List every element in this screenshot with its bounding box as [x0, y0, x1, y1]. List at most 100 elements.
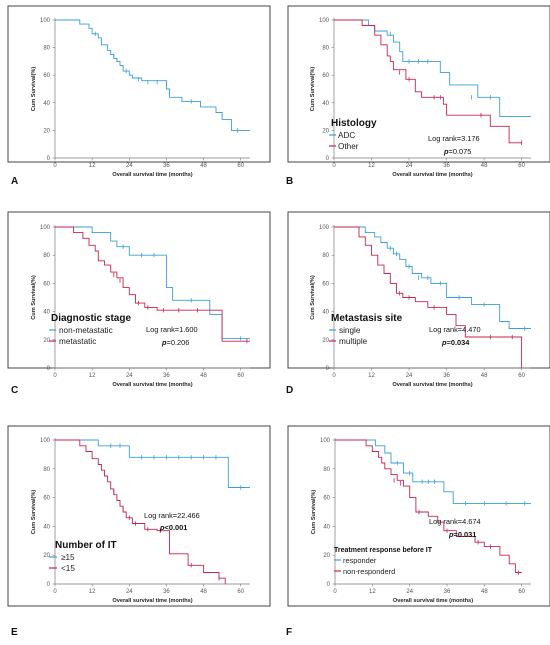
p-symbol: p [161, 338, 167, 347]
y-axis-label: Cum Survival(%) [31, 490, 37, 535]
y-tick-label: 0 [326, 366, 330, 372]
y-tick-label: 80 [43, 46, 50, 52]
legend-title: Treatment response before IT [334, 547, 433, 554]
p-value-stat: p=0.206 [161, 338, 189, 347]
x-tick-label: 12 [369, 589, 376, 595]
x-tick-label: 36 [444, 589, 451, 595]
x-tick-label: 48 [200, 163, 207, 169]
y-tick-label: 20 [322, 338, 329, 344]
legend-item: non-responderd [343, 567, 395, 576]
x-tick-label: 12 [368, 163, 375, 169]
p-symbol: p [441, 338, 447, 347]
y-axis-label: Cum Survival(%) [310, 67, 316, 112]
y-tick-label: 80 [43, 253, 50, 259]
y-tick-label: 20 [43, 338, 50, 344]
x-tick-label: 24 [406, 373, 413, 379]
legend-item: single [339, 326, 361, 335]
series-line-metastatic [55, 226, 250, 342]
series-line--15 [55, 439, 226, 584]
y-tick-label: 80 [323, 467, 330, 473]
y-tick-label: 40 [322, 310, 329, 316]
y-tick-label: 60 [43, 281, 50, 287]
legend-title: Metastasis site [331, 313, 403, 324]
x-tick-label: 36 [443, 373, 450, 379]
legend-item: responder [343, 556, 377, 565]
panel-frame [287, 425, 550, 607]
series-line-adc [334, 19, 531, 118]
panel-letter: C [11, 385, 18, 396]
series-line-responder [335, 439, 531, 504]
legend-title: Diagnostic stage [51, 313, 131, 324]
x-tick-label: 48 [481, 163, 488, 169]
x-tick-label: 60 [237, 163, 244, 169]
p-value-stat: p=0.075 [443, 147, 471, 156]
x-tick-label: 48 [481, 589, 488, 595]
legend-item: ADC [338, 131, 355, 140]
series-line--15 [55, 439, 250, 488]
series-line-non-metastatic [55, 226, 250, 339]
x-tick-label: 12 [89, 163, 96, 169]
panel-f: 0 12 24 36 48 60 0 20 40 60 80 100 Overall survival … [286, 425, 550, 638]
y-tick-label: 60 [43, 496, 50, 502]
x-axis-label: Overall survival time (months) [112, 382, 192, 388]
y-tick-label: 100 [319, 18, 330, 24]
log-rank-stat: Log rank=3.176 [428, 134, 480, 143]
x-tick-label: 24 [126, 163, 133, 169]
y-tick-label: 40 [43, 101, 50, 107]
legend-item: non-metastatic [59, 326, 113, 335]
x-tick-label: 36 [163, 589, 170, 595]
x-tick-label: 48 [200, 589, 207, 595]
series-line-all [55, 19, 250, 131]
x-tick-label: 36 [163, 163, 170, 169]
x-tick-label: 12 [89, 589, 96, 595]
x-tick-label: 48 [200, 373, 207, 379]
legend-title: Histology [331, 118, 377, 129]
panel-c: 0 12 24 36 48 60 0 20 40 60 80 100 Overall survival … [7, 211, 271, 396]
y-tick-label: 20 [323, 553, 330, 559]
y-tick-label: 80 [322, 46, 329, 52]
p-value: <0.001 [165, 523, 188, 532]
x-tick-label: 24 [406, 163, 413, 169]
x-tick-label: 12 [89, 373, 96, 379]
y-tick-label: 100 [320, 438, 331, 444]
y-tick-label: 0 [47, 156, 51, 162]
p-value-stat: p=0.034 [441, 338, 470, 347]
panel-letter: D [286, 385, 293, 396]
panel-d: 0 12 24 36 48 60 0 20 40 60 80 100 Overall survival … [286, 211, 550, 396]
panel-frame [287, 211, 550, 369]
y-tick-label: 100 [40, 438, 51, 444]
p-value: =0.206 [167, 338, 190, 347]
series-line-multiple [334, 226, 523, 368]
y-tick-label: 20 [322, 128, 329, 134]
y-tick-label: 0 [326, 156, 330, 162]
y-tick-label: 100 [319, 225, 330, 231]
x-tick-label: 0 [53, 163, 57, 169]
x-tick-label: 48 [481, 373, 488, 379]
y-tick-label: 40 [323, 524, 330, 530]
y-tick-label: 40 [43, 310, 50, 316]
p-value: =0.075 [449, 147, 472, 156]
y-tick-label: 40 [322, 101, 329, 107]
x-tick-label: 0 [332, 373, 336, 379]
x-tick-label: 0 [53, 589, 57, 595]
y-tick-label: 80 [43, 467, 50, 473]
x-tick-label: 24 [126, 589, 133, 595]
p-value: =0.031 [454, 530, 477, 539]
y-axis-label: Cum Survival(%) [31, 67, 37, 112]
x-tick-label: 0 [332, 163, 336, 169]
x-tick-label: 60 [518, 589, 525, 595]
y-tick-label: 0 [47, 582, 51, 588]
x-axis-label: Overall survival time (months) [392, 172, 472, 178]
x-tick-label: 0 [53, 373, 57, 379]
panel-letter: B [286, 176, 293, 187]
y-tick-label: 20 [43, 128, 50, 134]
panel-frame [287, 5, 550, 163]
log-rank-stat: Log rank=4.674 [429, 517, 481, 526]
legend-title: Number of IT [55, 540, 117, 551]
p-symbol: p [443, 147, 449, 156]
x-tick-label: 36 [443, 163, 450, 169]
x-axis-label: Overall survival time (months) [112, 172, 192, 178]
series-line-other [334, 19, 522, 144]
log-rank-stat: Log rank=4.470 [429, 325, 481, 334]
